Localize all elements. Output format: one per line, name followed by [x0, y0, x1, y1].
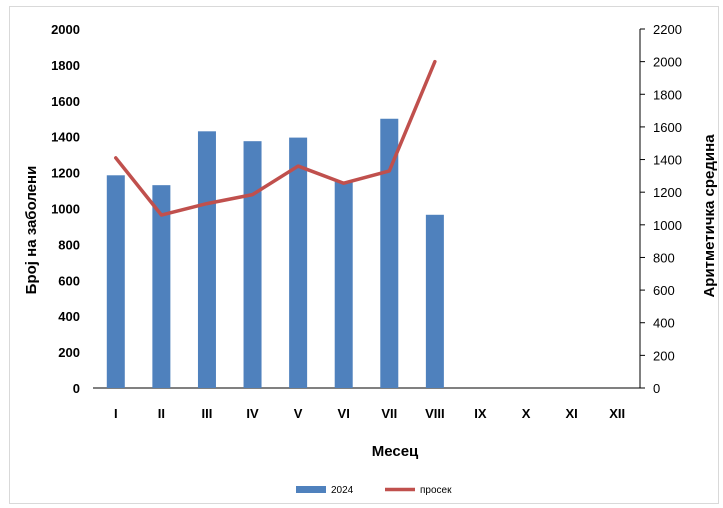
y-tick-label: 1600	[51, 94, 80, 109]
bar	[289, 137, 308, 388]
y-tick-label: 200	[58, 345, 80, 360]
x-tick-label: XII	[609, 406, 625, 421]
y2-tick-label: 600	[653, 283, 675, 298]
bar	[334, 181, 353, 388]
bar	[425, 214, 444, 388]
y2-axis-title: Аритметичка средина	[701, 134, 718, 298]
y2-tick-label: 2000	[653, 55, 682, 70]
x-tick-label: X	[522, 406, 531, 421]
x-tick-label: XI	[565, 406, 577, 421]
bar	[380, 118, 399, 388]
x-tick-label: II	[158, 406, 165, 421]
legend: 2024 просек	[296, 485, 452, 496]
x-tick-label: VII	[381, 406, 397, 421]
bar	[197, 131, 216, 388]
chart-frame	[9, 6, 719, 504]
x-tick-label: V	[294, 406, 303, 421]
y-tick-label: 1000	[51, 202, 80, 217]
y2-tick-label: 1400	[653, 153, 682, 168]
x-axis-title: Месец	[372, 443, 419, 460]
bar	[243, 141, 262, 388]
x-tick-label: I	[114, 406, 118, 421]
x-tick-label: VIII	[425, 406, 445, 421]
y2-tick-label: 800	[653, 250, 675, 265]
series-line	[114, 59, 437, 217]
y2-tick-label: 2200	[653, 22, 682, 37]
y-tick-label: 1200	[51, 166, 80, 181]
y2-tick-label: 200	[653, 348, 675, 363]
y2-tick-label: 0	[653, 381, 660, 396]
y-tick-label: 1800	[51, 58, 80, 73]
y-tick-label: 800	[58, 237, 80, 252]
x-tick-label: III	[202, 406, 213, 421]
legend-label-line: просек	[420, 485, 452, 496]
y-tick-label: 2000	[51, 22, 80, 37]
plot-area: 0 200 400 600 800 1000 1200 1400 1600 1800 2000 0 20…	[51, 22, 682, 421]
y-tick-label: 400	[58, 309, 80, 324]
x-tick-label: VI	[338, 406, 350, 421]
y-axis-title: Број на заболени	[23, 166, 40, 295]
y-tick-label: 0	[73, 381, 80, 396]
x-tick-label: IV	[246, 406, 259, 421]
bar	[106, 175, 125, 388]
y2-tick-label: 1800	[653, 87, 682, 102]
y-tick-label: 1400	[51, 130, 80, 145]
y2-tick-label: 1200	[653, 185, 682, 200]
x-tick-label: IX	[474, 406, 487, 421]
y-tick-label: 600	[58, 273, 80, 288]
bar	[152, 185, 171, 388]
y2-tick-label: 400	[653, 316, 675, 331]
y2-tick-label: 1600	[653, 120, 682, 135]
legend-label-bar: 2024	[331, 485, 354, 496]
y2-tick-label: 1000	[653, 218, 682, 233]
legend-swatch-bar	[296, 486, 326, 493]
